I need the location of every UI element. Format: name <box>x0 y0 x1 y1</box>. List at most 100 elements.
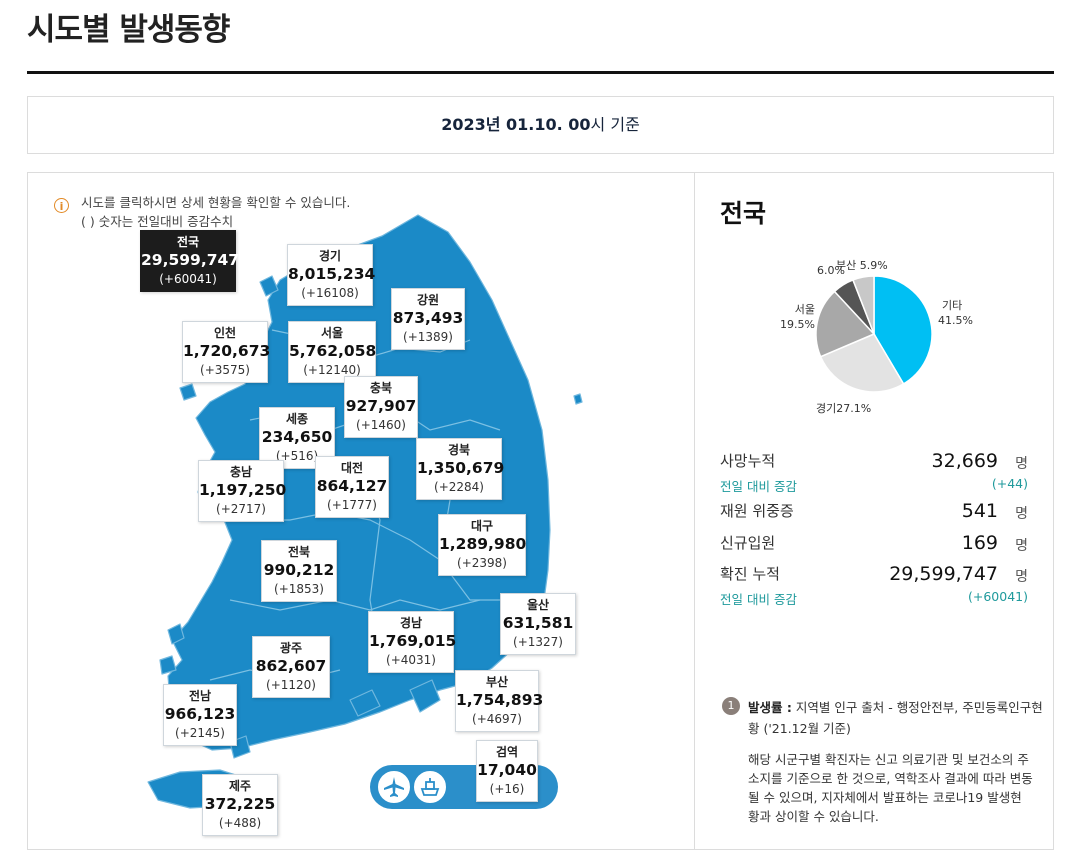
stat-unit: 명 <box>1015 569 1028 585</box>
ship-icon <box>413 770 447 804</box>
region-value: 8,015,234 <box>288 265 376 283</box>
region-card-nationwide[interactable]: 전국 29,599,747 (+60041) <box>140 230 240 292</box>
summary-title: 전국 <box>720 199 767 228</box>
region-card-ulsan[interactable]: 울산 631,581 (+1327) <box>500 593 576 655</box>
pie-label-busan: 부산 5.9% <box>836 259 888 272</box>
region-value: 966,123 <box>164 705 236 723</box>
date-value: 2023년 01.10. 00 <box>441 115 591 134</box>
panel-divider <box>694 172 695 850</box>
region-value: 372,225 <box>204 795 276 813</box>
region-name: 강원 <box>416 293 440 307</box>
stat-label: 사망누적 <box>720 452 776 470</box>
airplane-icon <box>377 770 411 804</box>
region-diff: (+4697) <box>472 712 522 726</box>
region-name: 광주 <box>279 641 303 655</box>
stat-confirmed: 확진 누적 29,599,747 명 <box>720 563 1028 587</box>
region-value: 29,599,747 <box>141 251 240 269</box>
region-diff: (+2717) <box>216 502 266 516</box>
region-name: 경북 <box>447 443 471 457</box>
note-body: 해당 시군구별 확진자는 신고 의료기관 및 보건소의 주소지를 기준으로 한 … <box>748 752 1033 824</box>
region-diff: (+1389) <box>403 330 453 344</box>
region-value: 864,127 <box>316 477 388 495</box>
stat-new-admissions: 신규입원 169 명 <box>720 532 1028 556</box>
region-card-chungnam[interactable]: 충남 1,197,250 (+2717) <box>198 460 286 522</box>
region-diff: (+1853) <box>274 582 324 596</box>
region-name: 전남 <box>188 689 212 703</box>
region-card-daegu[interactable]: 대구 1,289,980 (+2398) <box>438 514 526 576</box>
region-diff: (+1120) <box>266 678 316 692</box>
region-diff: (+1327) <box>513 635 563 649</box>
region-name: 대구 <box>470 519 494 533</box>
pie-chart <box>815 275 933 393</box>
pie-label-seoul-name: 서울 <box>794 303 815 316</box>
region-card-jeonbuk[interactable]: 전북 990,212 (+1853) <box>261 540 337 602</box>
stat-deaths: 사망누적 32,669 명 <box>720 450 1028 474</box>
region-value: 1,720,673 <box>183 342 271 360</box>
stat-confirmed-change: 전일 대비 증감 (+60041) <box>720 589 1028 607</box>
region-name: 충북 <box>369 381 393 395</box>
note-source: 발생률 : 지역별 인구 출처 - 행정안전부, 주민등록인구현황 ('21.1… <box>748 697 1052 739</box>
region-name: 제주 <box>228 779 252 793</box>
main-panel <box>27 172 1054 850</box>
region-diff: (+12140) <box>303 363 361 377</box>
region-card-jeju[interactable]: 제주 372,225 (+488) <box>202 774 278 836</box>
region-diff: (+3575) <box>200 363 250 377</box>
stat-unit: 명 <box>1015 506 1028 522</box>
pie-label-gyeonggi: 경기27.1% <box>816 402 872 415</box>
region-card-gangwon[interactable]: 강원 873,493 (+1389) <box>391 288 465 350</box>
page-title: 시도별 발생동향 <box>27 12 230 48</box>
info-text: 시도를 클릭하시면 상세 현황을 확인할 수 있습니다. ( ) 숫자는 전일대… <box>81 193 350 231</box>
stat-label: 확진 누적 <box>720 565 780 583</box>
region-card-daejeon[interactable]: 대전 864,127 (+1777) <box>315 456 389 518</box>
sub-value: (+60041) <box>968 589 1028 604</box>
pie-slices <box>815 275 933 393</box>
region-value: 862,607 <box>255 657 327 675</box>
info-icon: i <box>54 198 69 213</box>
region-diff: (+1460) <box>356 418 406 432</box>
region-value: 5,762,058 <box>289 342 377 360</box>
stat-unit: 명 <box>1015 538 1028 554</box>
region-diff: (+16108) <box>301 286 359 300</box>
stat-value: 32,669 <box>931 450 998 472</box>
region-name: 전북 <box>287 545 311 559</box>
region-card-jeonnam[interactable]: 전남 966,123 (+2145) <box>163 684 237 746</box>
region-diff: (+2145) <box>175 726 225 740</box>
pie-label-other: 기타 41.5% <box>938 298 973 328</box>
pie-label-seoul-pct: 19.5% <box>780 318 815 331</box>
region-card-incheon[interactable]: 인천 1,720,673 (+3575) <box>182 321 271 383</box>
pie-label-seoul: 서울 19.5% <box>780 302 815 332</box>
stat-unit: 명 <box>1015 456 1028 472</box>
sub-label: 전일 대비 증감 <box>720 479 797 494</box>
region-card-gyeonggi[interactable]: 경기 8,015,234 (+16108) <box>287 244 376 306</box>
region-value: 990,212 <box>263 561 335 579</box>
region-card-chungbuk[interactable]: 충북 927,907 (+1460) <box>344 376 418 438</box>
region-value: 17,040 <box>477 761 537 779</box>
region-diff: (+2398) <box>457 556 507 570</box>
pie-slice-other <box>873 275 933 385</box>
region-value: 234,650 <box>261 428 333 446</box>
region-value: 873,493 <box>392 309 464 327</box>
date-suffix: 시 기준 <box>590 115 640 134</box>
stat-label: 재원 위중증 <box>720 502 794 520</box>
pie-slice-seoul <box>815 290 876 358</box>
region-diff: (+488) <box>218 816 262 830</box>
region-diff: (+2284) <box>434 480 484 494</box>
region-value: 927,907 <box>345 397 417 415</box>
region-diff: (+16) <box>489 782 525 796</box>
stat-value: 169 <box>961 532 998 554</box>
region-name: 충남 <box>229 465 253 479</box>
region-card-sejong[interactable]: 세종 234,650 (+516) <box>259 407 335 469</box>
region-card-seoul[interactable]: 서울 5,762,058 (+12140) <box>288 321 376 383</box>
region-diff: (+516) <box>275 449 319 463</box>
region-name: 인천 <box>213 326 237 340</box>
region-card-gyeongnam[interactable]: 경남 1,769,015 (+4031) <box>368 611 456 673</box>
region-card-gwangju[interactable]: 광주 862,607 (+1120) <box>252 636 330 698</box>
region-card-gyeongbuk[interactable]: 경북 1,350,679 (+2284) <box>416 438 504 500</box>
pie-label-other-pct: 41.5% <box>938 314 973 327</box>
region-card-quarantine[interactable]: 검역 17,040 (+16) <box>476 740 538 802</box>
region-name: 전국 <box>176 235 200 249</box>
stat-value: 541 <box>961 500 998 522</box>
sub-value: (+44) <box>991 476 1028 491</box>
region-card-busan[interactable]: 부산 1,754,893 (+4697) <box>455 670 543 732</box>
date-banner: 2023년 01.10. 00시 기준 <box>27 96 1054 154</box>
